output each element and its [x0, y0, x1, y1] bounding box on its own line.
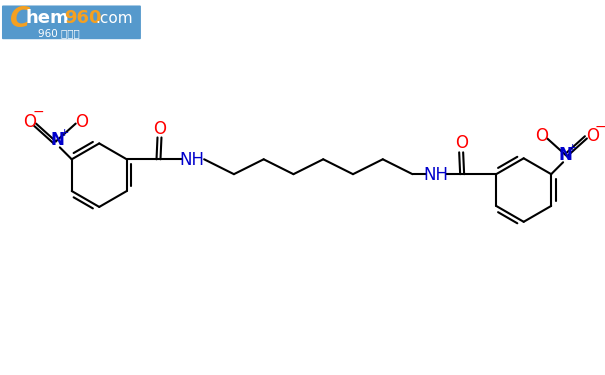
Text: C: C — [10, 5, 30, 33]
Text: −: − — [32, 105, 44, 118]
Text: O: O — [586, 128, 600, 146]
Text: O: O — [75, 112, 88, 130]
Text: N: N — [558, 146, 572, 164]
Text: O: O — [535, 128, 548, 146]
FancyBboxPatch shape — [2, 6, 141, 39]
Text: O: O — [153, 120, 166, 138]
Text: .com: .com — [95, 11, 133, 26]
Text: NH: NH — [180, 151, 204, 169]
Text: NH: NH — [424, 166, 449, 184]
Text: O: O — [24, 112, 36, 130]
Text: −: − — [595, 120, 605, 134]
Text: O: O — [455, 134, 468, 152]
Text: +: + — [60, 129, 70, 138]
Text: 960: 960 — [65, 9, 102, 27]
Text: hem: hem — [26, 9, 70, 27]
Text: N: N — [51, 131, 65, 149]
Text: +: + — [567, 143, 577, 153]
Text: 960 化工网: 960 化工网 — [38, 28, 79, 38]
